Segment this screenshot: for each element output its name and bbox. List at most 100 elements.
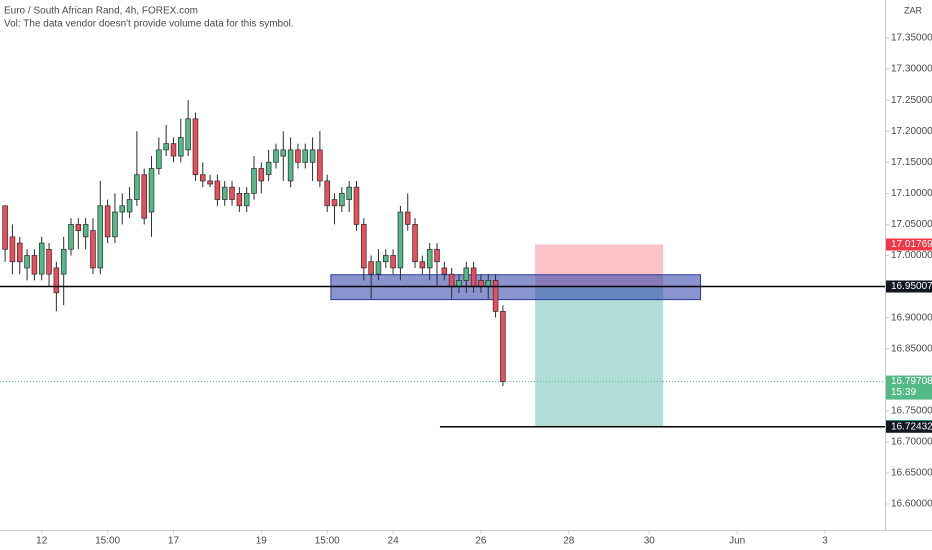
candle-body: [485, 279, 492, 287]
candle-body: [200, 174, 206, 182]
x-tick-label: 12: [36, 536, 48, 547]
x-tick-label: 28: [563, 536, 575, 547]
candle-body: [163, 143, 169, 151]
candle-body: [53, 267, 60, 294]
candle-body: [236, 193, 243, 207]
candle-body: [38, 242, 45, 275]
y-tick-label: 17.35000: [891, 33, 932, 44]
candle-body: [104, 205, 111, 238]
price-tag-label: 17.01769: [891, 239, 932, 250]
candle-body: [16, 242, 23, 263]
candle-body: [82, 224, 89, 238]
candle-body: [221, 186, 228, 200]
countdown-label: 15:39: [891, 387, 916, 398]
price-tag-label: 16.72432: [891, 421, 932, 432]
candle-body: [75, 224, 82, 231]
candle-body: [126, 199, 133, 213]
candle-body: [426, 248, 433, 269]
candle-body: [60, 248, 67, 275]
candle-body: [456, 279, 462, 287]
candle-body: [112, 211, 118, 238]
candle-body: [339, 193, 345, 207]
chart-subtitle: Vol: The data vendor doesn't provide vol…: [4, 19, 294, 30]
candle-body: [361, 224, 367, 269]
candle-body: [170, 143, 177, 157]
target-zone: [535, 286, 664, 427]
candle-body: [90, 230, 96, 269]
y-tick-label: 16.75000: [891, 405, 932, 416]
candle-body: [229, 186, 235, 200]
candle-body: [258, 168, 265, 182]
candle-body: [383, 255, 389, 263]
chart-title: Euro / South African Rand, 4h, FOREX.com: [4, 6, 198, 17]
candle-body: [331, 199, 338, 207]
candle-body: [214, 180, 221, 200]
candle-body: [434, 248, 440, 263]
price-tag: [886, 420, 932, 433]
candle-body: [368, 261, 374, 275]
price-tag-label: 16.79708: [891, 376, 932, 387]
candle-body: [441, 267, 448, 275]
candle-body: [280, 149, 287, 157]
x-tick-label: 17: [168, 536, 180, 547]
candle-body: [134, 174, 140, 200]
candle-body: [24, 255, 30, 269]
x-tick-label: 26: [475, 536, 487, 547]
x-tick-label: 24: [388, 536, 400, 547]
candle-body: [185, 118, 191, 151]
y-tick-label: 16.85000: [891, 343, 932, 354]
candle-body: [500, 311, 506, 382]
x-tick-label: 15:00: [315, 536, 340, 547]
y-tick-label: 16.65000: [891, 468, 932, 479]
price-tag: [886, 280, 932, 293]
x-tick-label: 3: [822, 536, 828, 547]
candle-body: [9, 236, 16, 263]
candle-body: [412, 224, 418, 263]
y-tick-label: 17.00000: [891, 250, 932, 261]
candle-body: [97, 205, 104, 269]
candle-body: [141, 174, 147, 219]
candle-body: [478, 279, 484, 287]
price-tag: [886, 238, 932, 251]
candle-body: [2, 205, 8, 250]
candle-body: [251, 168, 257, 194]
y-tick-label: 16.70000: [891, 437, 932, 448]
y-tick-label: 17.30000: [891, 64, 932, 75]
candle-body: [353, 186, 360, 225]
price-tag-label: 16.95007: [891, 281, 932, 292]
candle-body: [463, 267, 470, 281]
candle-body: [317, 149, 323, 182]
y-tick-label: 16.90000: [891, 312, 932, 323]
candle-body: [287, 149, 294, 182]
candle-body: [178, 137, 184, 157]
price-tag: [886, 375, 932, 400]
candle-body: [448, 273, 455, 287]
x-tick-label: 30: [644, 536, 656, 547]
candle-body: [46, 248, 52, 275]
candle-body: [397, 211, 404, 269]
candle-body: [156, 149, 162, 169]
candle-body: [119, 205, 126, 213]
candle-body: [375, 261, 382, 275]
candle-body: [273, 149, 279, 163]
candle-body: [192, 118, 199, 176]
y-tick-label: 17.25000: [891, 95, 932, 106]
candle-body: [295, 149, 301, 163]
currency-label: ZAR: [904, 5, 923, 15]
candle-body: [148, 168, 155, 213]
candle-body: [404, 211, 411, 225]
candle-body: [390, 255, 396, 269]
candle-body: [419, 261, 426, 269]
y-tick-label: 16.60000: [891, 499, 932, 510]
candle-body: [346, 186, 352, 200]
candle-body: [309, 149, 316, 163]
x-tick-label: 19: [256, 536, 268, 547]
candle-body: [492, 279, 499, 312]
y-tick-label: 17.15000: [891, 157, 932, 168]
candle-body: [324, 180, 330, 207]
x-tick-label: 15:00: [95, 536, 120, 547]
candle-body: [207, 180, 213, 185]
candle-body: [470, 267, 477, 287]
